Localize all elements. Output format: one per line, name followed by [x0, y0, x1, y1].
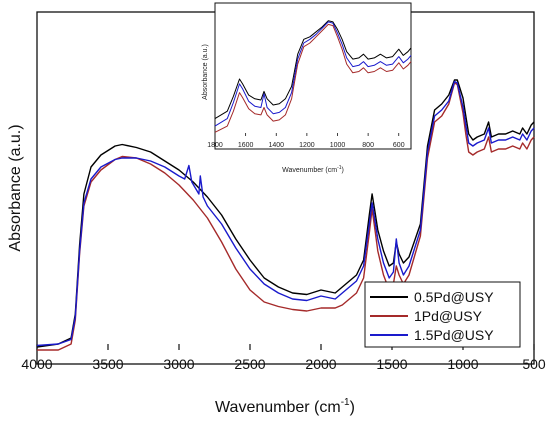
legend-label-1-5pd: 1.5Pd@USY	[414, 327, 494, 343]
inset-series-1-5pd-usy	[214, 21, 412, 127]
main-x-axis-label-text: Wavenumber (cm	[215, 399, 341, 416]
main-series-0-5pd-usy	[36, 79, 535, 348]
inset-x-tick-label-800: 800	[362, 142, 374, 149]
main-x-tick-label-1000: 1000	[447, 356, 478, 372]
inset-y-axis-label: Absorbance (a.u.)	[202, 44, 209, 100]
inset-x-axis-label: Wavenumber (cm-1)	[282, 165, 344, 174]
inset-series-0-5pd-usy	[214, 20, 412, 120]
main-x-tick-label-2500: 2500	[234, 356, 265, 372]
inset-x-tick-label-1400: 1400	[268, 142, 284, 149]
main-x-tick-label-2000: 2000	[305, 356, 336, 372]
legend-box	[364, 281, 521, 348]
inset-x-tick-label-1800: 1800	[207, 142, 223, 149]
legend-label-0-5pd: 0.5Pd@USY	[414, 289, 494, 305]
inset-plot-frame	[214, 2, 412, 150]
inset-series-group	[214, 20, 412, 133]
main-series-1-5pd-usy	[36, 80, 535, 347]
main-x-axis-label: Wavenumber (cm-1)	[215, 397, 355, 416]
inset-series-1pd-usy	[214, 23, 412, 133]
main-y-axis-label-text: Absorbance (a.u.)	[7, 124, 24, 251]
main-x-ticks: 4000 3500 3000 2500 2000 1500 1000 500	[21, 344, 546, 372]
inset-x-axis-label-close: )	[342, 167, 344, 174]
main-x-tick-label-4000: 4000	[21, 356, 52, 372]
main-series-group	[36, 79, 535, 351]
main-series-1pd-usy	[37, 82, 535, 351]
legend: 0.5Pd@USY 1Pd@USY 1.5Pd@USY	[364, 281, 521, 348]
inset-x-tick-label-1000: 1000	[330, 142, 346, 149]
main-x-axis-label-sup: -1	[341, 397, 350, 408]
main-x-tick-label-3000: 3000	[163, 356, 194, 372]
legend-label-1pd: 1Pd@USY	[414, 308, 483, 324]
inset-x-tick-label-600: 600	[393, 142, 405, 149]
main-x-axis-label-close: )	[350, 399, 355, 416]
inset-x-tick-label-1600: 1600	[238, 142, 254, 149]
inset-x-axis-label-sup: -1	[337, 165, 342, 171]
inset-x-ticks: 1800 1600 1400 1200 1000 800 600	[207, 133, 405, 149]
inset-x-axis-label-text: Wavenumber (cm	[282, 167, 337, 174]
inset-y-axis-label-text: Absorbance (a.u.)	[202, 44, 209, 100]
main-x-tick-label-1500: 1500	[376, 356, 407, 372]
main-y-axis-label: Absorbance (a.u.)	[7, 124, 24, 251]
main-x-tick-label-3500: 3500	[92, 356, 123, 372]
inset-x-tick-label-1200: 1200	[299, 142, 315, 149]
main-x-tick-label-500: 500	[522, 356, 546, 372]
